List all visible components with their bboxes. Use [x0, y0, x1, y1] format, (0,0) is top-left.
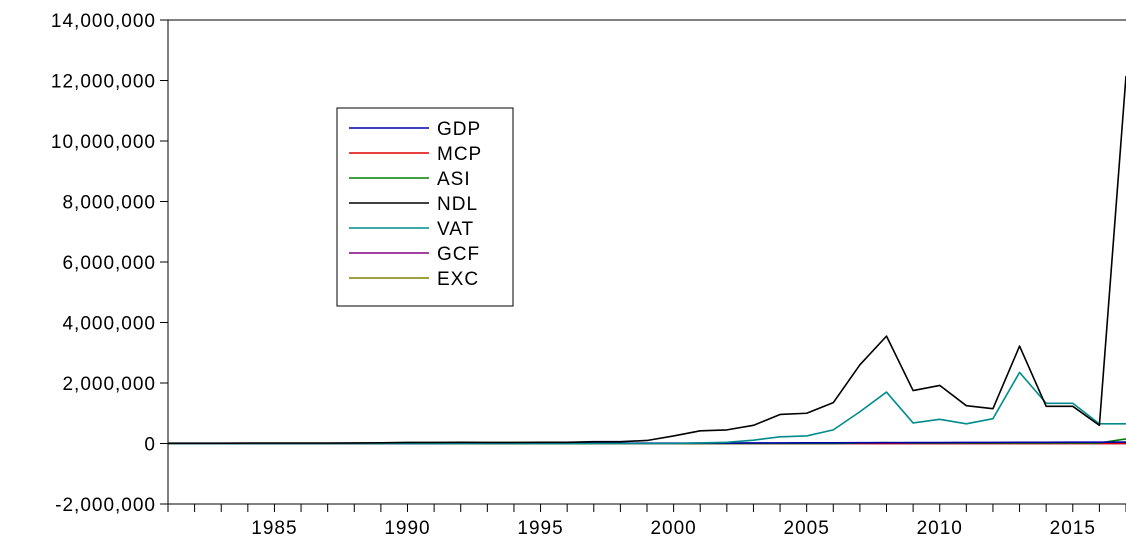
- x-tick-label: 2015: [1050, 518, 1096, 539]
- legend-label-exc: EXC: [437, 269, 479, 290]
- x-tick-label: 2005: [784, 518, 830, 539]
- y-tick-label: -2,000,000: [55, 495, 156, 516]
- y-tick-label: 0: [144, 435, 156, 456]
- series-line-ndl: [168, 75, 1126, 445]
- legend: GDP MCP ASI NDL VAT GCF EXC: [336, 107, 514, 307]
- legend-label-vat: VAT: [437, 219, 474, 240]
- x-tick-label: 1990: [384, 518, 430, 539]
- y-tick-label: 10,000,000: [51, 132, 156, 153]
- series-layer: [168, 75, 1126, 445]
- legend-label-gcf: GCF: [437, 244, 480, 265]
- y-tick-label: 8,000,000: [62, 193, 156, 214]
- y-tick-label: 2,000,000: [62, 374, 156, 395]
- y-tick-label: 4,000,000: [62, 314, 156, 335]
- x-tick-label: 2000: [650, 518, 696, 539]
- legend-box: [336, 107, 514, 307]
- legend-label-asi: ASI: [437, 169, 471, 190]
- y-tick-label: 12,000,000: [51, 72, 156, 93]
- legend-label-ndl: NDL: [437, 194, 478, 215]
- x-tick-label: 1985: [251, 518, 297, 539]
- axes-layer: -2,000,000 0 2,000,000 4,000,000 6,000,000 8,…: [51, 11, 1126, 539]
- legend-label-mcp: MCP: [437, 144, 482, 165]
- y-tick-label: 14,000,000: [51, 11, 156, 32]
- y-tick-label: 6,000,000: [62, 253, 156, 274]
- x-tick-label: 2010: [917, 518, 963, 539]
- legend-label-gdp: GDP: [437, 119, 481, 140]
- x-tick-label: 1995: [517, 518, 563, 539]
